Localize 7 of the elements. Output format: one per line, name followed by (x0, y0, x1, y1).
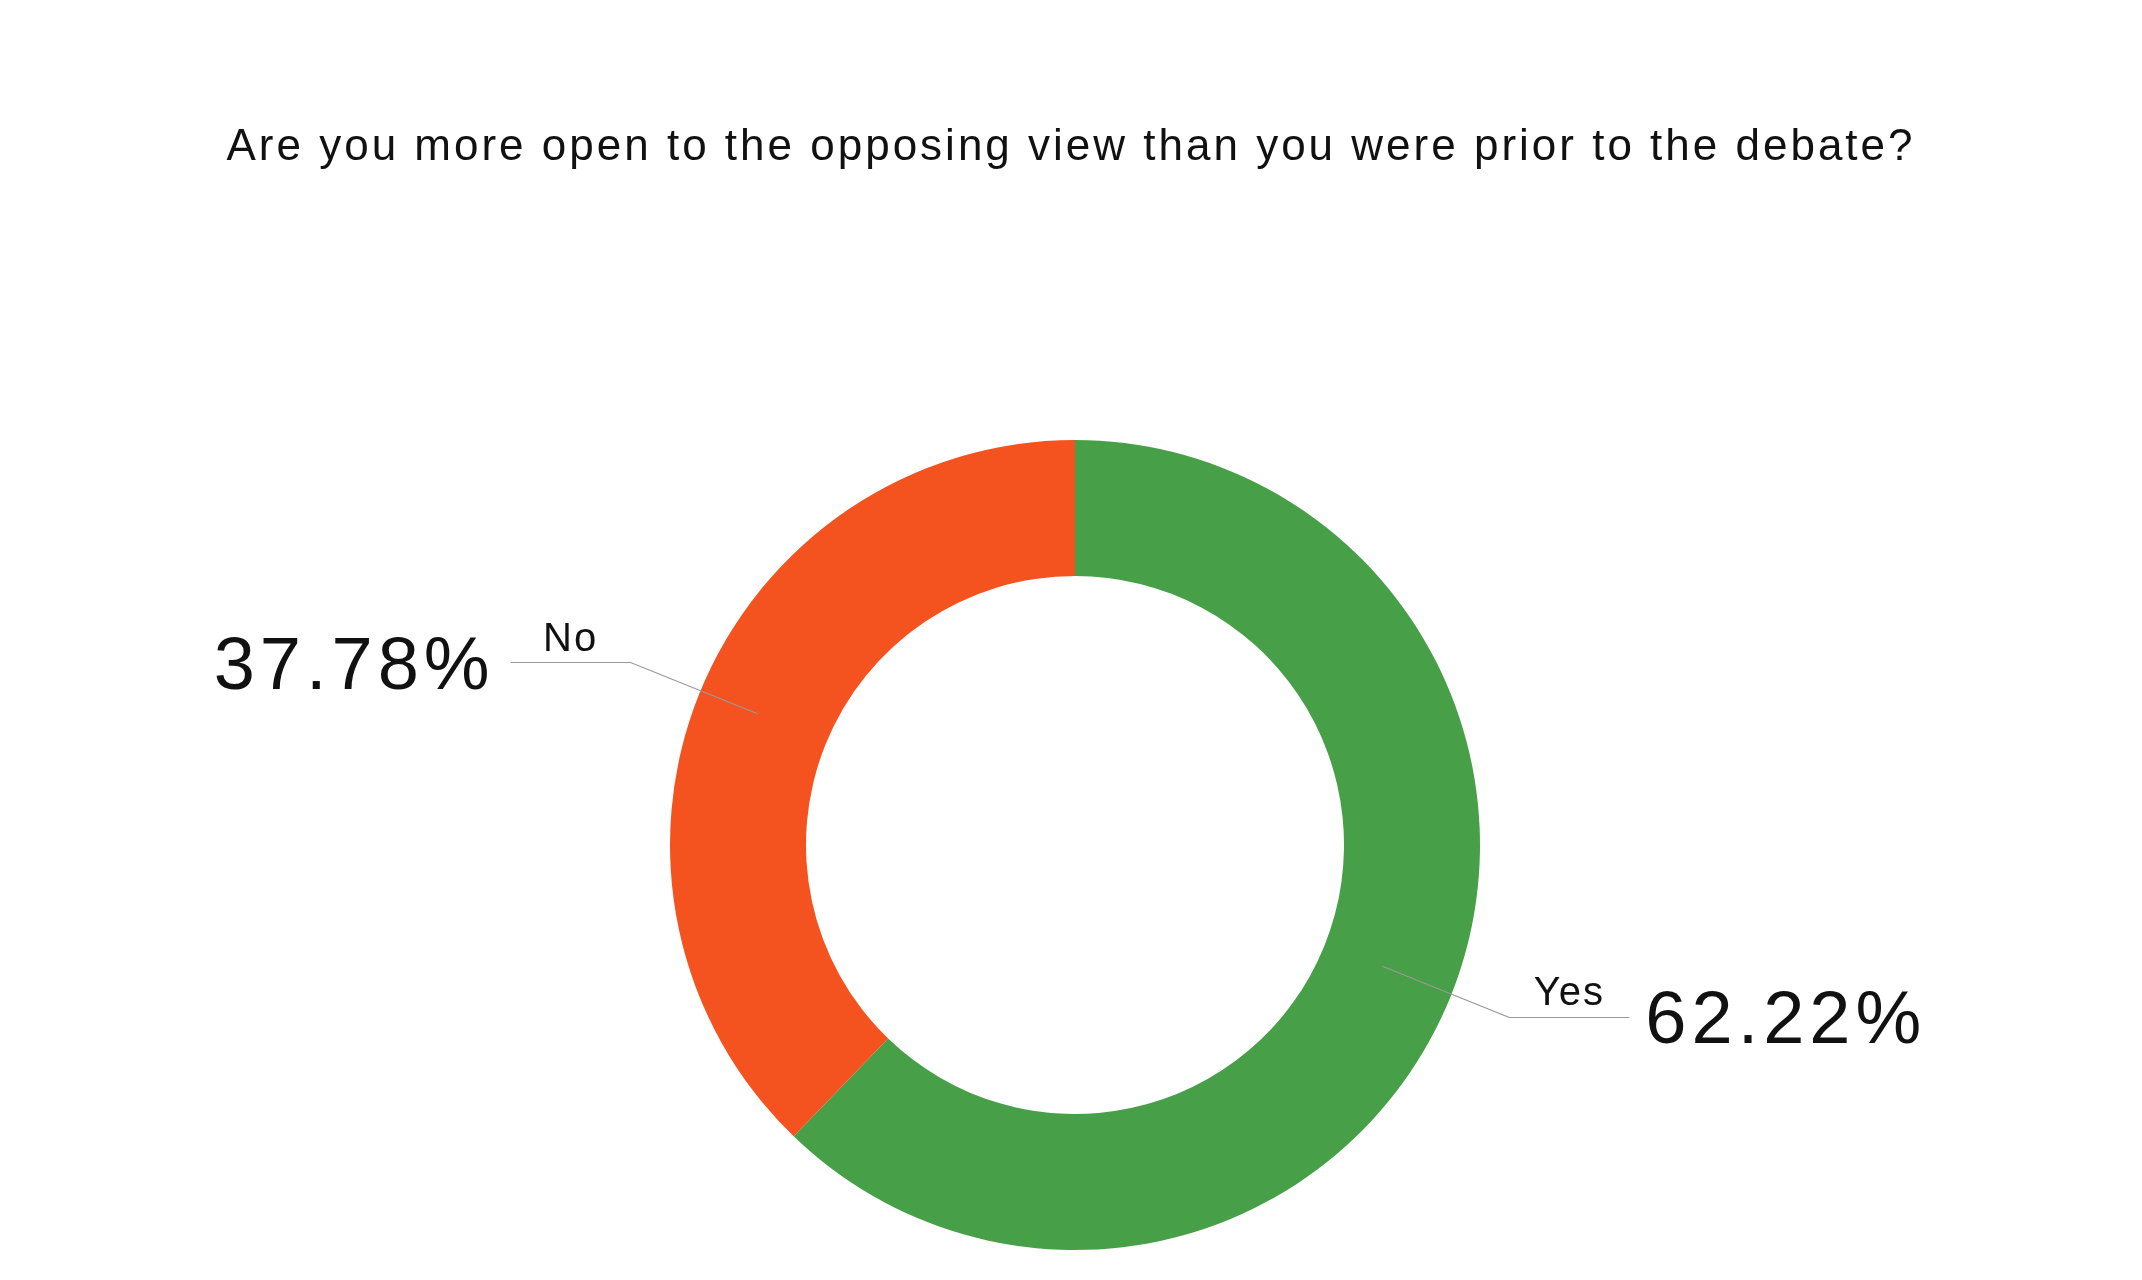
data-label: 62.22% (1645, 976, 1927, 1060)
donut-slice (670, 440, 1075, 1137)
slice-label: No (543, 614, 599, 659)
slice-label: Yes (1533, 969, 1605, 1014)
data-label: 37.78% (213, 621, 495, 705)
donut-slice (793, 440, 1480, 1250)
chart-title: Are you more open to the opposing view than you were prior to the debate? (225, 120, 1917, 170)
